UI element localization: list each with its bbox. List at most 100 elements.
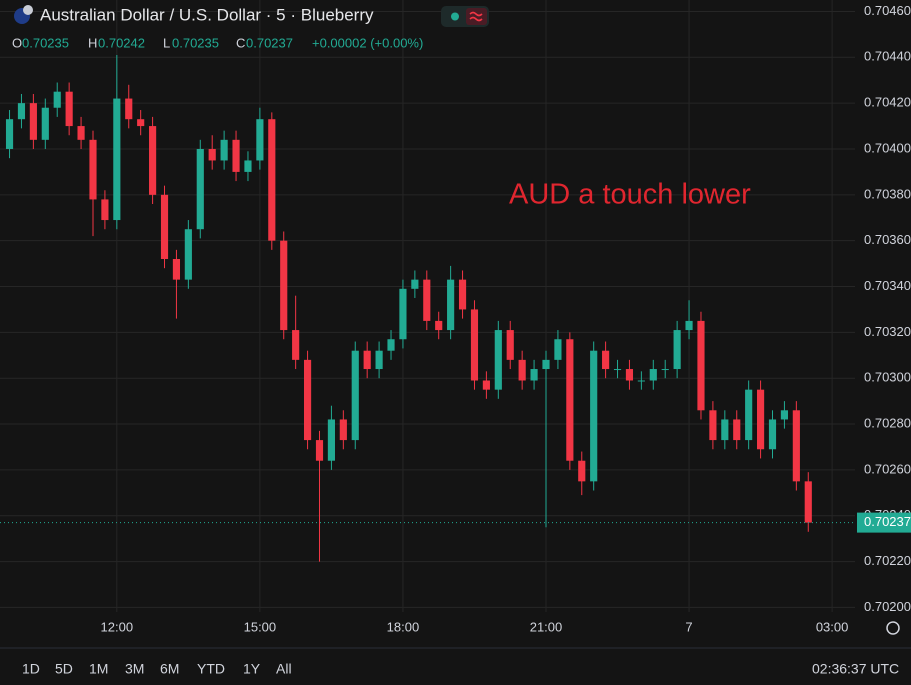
y-tick-label: 0.70280: [864, 415, 911, 430]
candle-body: [721, 419, 729, 441]
candle-body: [184, 229, 192, 280]
chart-title: Australian Dollar / U.S. Dollar · 5 · Bl…: [40, 5, 374, 24]
x-tick-label: 12:00: [101, 619, 134, 634]
candle-body: [625, 369, 634, 381]
candle-body: [661, 369, 669, 371]
timeframe-button[interactable]: 5D: [55, 661, 73, 677]
candle-body: [387, 339, 395, 351]
candle-body: [244, 160, 252, 172]
ohlc-o: 0.70235: [22, 35, 69, 50]
candle-body: [137, 119, 145, 127]
y-tick-label: 0.70460: [864, 3, 911, 18]
timeframe-button[interactable]: 1M: [89, 661, 108, 677]
candle-body: [411, 279, 419, 289]
candle-body: [458, 279, 467, 310]
ohlc-c-label: C: [236, 35, 245, 50]
grid: [0, 0, 855, 612]
ohlc-change: +0.00002 (+0.00%): [312, 35, 423, 50]
candle-body: [757, 389, 765, 450]
ohlc-c: 0.70237: [246, 35, 293, 50]
timeframe-button[interactable]: YTD: [197, 661, 225, 677]
clock: 02:36:37 UTC: [812, 661, 899, 677]
y-tick-label: 0.70220: [864, 553, 911, 568]
candle-body: [53, 91, 61, 108]
candle-body: [709, 410, 717, 441]
candle-body: [542, 359, 550, 370]
candle-body: [101, 199, 109, 221]
timeframe-button[interactable]: All: [276, 661, 292, 677]
candle-body: [280, 240, 288, 331]
candle-body: [256, 119, 264, 161]
candle-body: [268, 119, 276, 241]
y-tick-label: 0.70360: [864, 232, 911, 247]
market-open-dot: [451, 12, 459, 21]
settings-icon[interactable]: [886, 621, 900, 635]
candle-body: [113, 98, 121, 221]
x-tick-label: 21:00: [530, 619, 563, 634]
candle-body: [220, 139, 228, 161]
flag-icon-us: [23, 5, 33, 15]
candle-body: [530, 369, 538, 381]
candle-body: [768, 419, 777, 450]
candle-body: [208, 148, 216, 161]
candle-body: [77, 126, 85, 140]
candle-body: [232, 139, 240, 172]
candle-body: [578, 460, 586, 482]
timeframe-button[interactable]: 1Y: [243, 661, 261, 677]
data-problem-icon: [469, 11, 483, 22]
candle-body: [315, 440, 324, 461]
y-tick-label: 0.70440: [864, 49, 911, 64]
candle-body: [327, 419, 335, 461]
candle-body: [172, 259, 181, 280]
timeframe-button[interactable]: 1D: [22, 661, 40, 677]
candle-body: [637, 380, 645, 382]
y-tick-label: 0.70300: [864, 370, 911, 385]
y-tick-label: 0.70260: [864, 461, 911, 476]
candle-body: [399, 288, 407, 340]
timeframe-button[interactable]: 3M: [125, 661, 144, 677]
candle-body: [613, 369, 622, 371]
candle-body: [17, 103, 26, 120]
x-tick-label: 18:00: [387, 619, 420, 634]
candle-body: [292, 330, 300, 360]
candle-body: [590, 350, 598, 482]
candle-body: [804, 481, 812, 523]
candle-body: [41, 107, 49, 140]
candle-body: [494, 330, 502, 390]
ohlc-l-label: L: [163, 35, 170, 50]
candle-body: [470, 309, 479, 381]
toolbar: 1D 5D 1M 3M 6M YTD 1Y All: [22, 661, 292, 677]
last-price-badge: [857, 512, 911, 533]
candle-body: [685, 320, 693, 331]
ohlc-h: 0.70242: [98, 35, 145, 50]
candle-body: [149, 126, 157, 195]
candle-body: [351, 350, 359, 441]
x-tick-label: 15:00: [244, 619, 277, 634]
candle-body: [780, 410, 789, 420]
candle-body: [482, 380, 490, 390]
candle-body: [375, 350, 383, 370]
candle-body: [5, 119, 14, 149]
candle-body: [745, 389, 753, 441]
candle-body: [518, 359, 526, 381]
candle-body: [303, 359, 312, 441]
x-tick-label: 7: [685, 619, 692, 634]
candle-body: [733, 419, 741, 441]
candle-body: [29, 103, 37, 140]
candle-body: [554, 339, 562, 360]
candle-body: [566, 339, 574, 461]
plot-area: [0, 55, 855, 562]
ohlc-l: 0.70235: [172, 35, 219, 50]
candle-body: [673, 330, 681, 370]
candle-body: [602, 350, 610, 370]
ohlc-o-label: O: [12, 35, 22, 50]
data-problem-badge: [466, 8, 487, 25]
candle-body: [363, 350, 371, 370]
annotation: AUD a touch lower: [509, 179, 751, 211]
candle-body: [125, 98, 133, 120]
candle-body: [160, 194, 169, 260]
timeframe-button[interactable]: 6M: [160, 661, 179, 677]
ohlc-h-label: H: [88, 35, 97, 50]
